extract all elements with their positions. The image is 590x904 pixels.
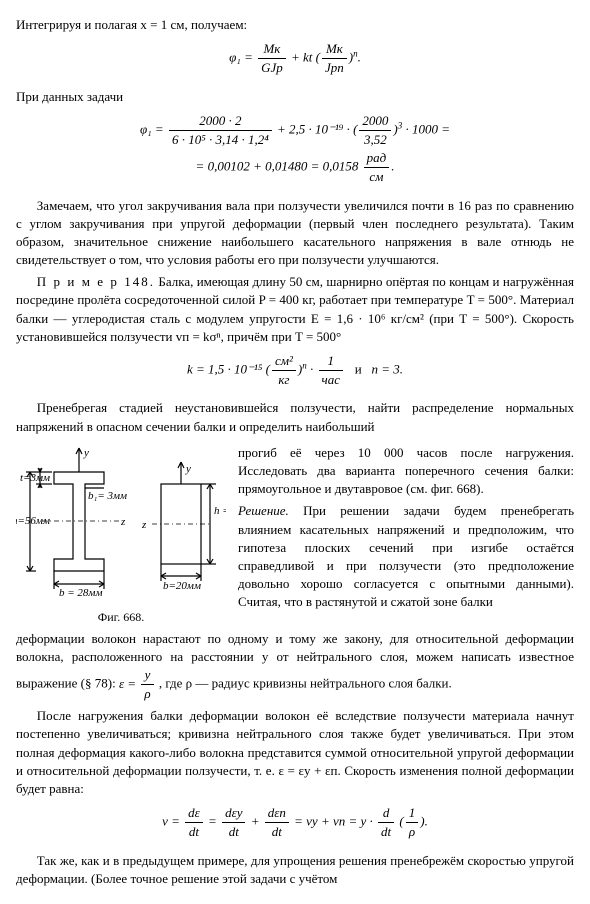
svg-text:y: y	[185, 463, 191, 475]
equation-phi1: φ₁ = MкGJp + kt (MкJpn)n.	[16, 40, 574, 77]
after-figure: деформации волокон нарастают по одному и…	[16, 630, 574, 704]
given-data-label: При данных задачи	[16, 88, 574, 106]
svg-text:b=20мм: b=20мм	[163, 580, 201, 592]
after-loading: После нагружения балки деформации волоко…	[16, 707, 574, 798]
right-col-2: Решение. При решении задачи будем пренеб…	[238, 502, 574, 611]
svg-text:y: y	[83, 447, 89, 459]
right-col-1: прогиб её через 10 000 часов после нагру…	[238, 444, 574, 499]
figure-caption: Фиг. 668.	[16, 609, 226, 626]
equation-phi1-numeric: φ₁ = 2000 · 26 · 10⁵ · 3,14 · 1,2⁴ + 2,5…	[16, 112, 574, 187]
equation-k: k = 1,5 · 10⁻¹⁵ (см²кг)n · 1час и n = 3.	[16, 352, 574, 389]
svg-text:h = 40мм: h = 40мм	[214, 505, 226, 517]
remark-paragraph: Замечаем, что угол закручивания вала при…	[16, 197, 574, 270]
svg-text:t=3мм: t=3мм	[20, 472, 50, 484]
intro-line: Интегрируя и полагая x = 1 см, получаем:	[16, 16, 574, 34]
example-label: П р и м е р 148.	[37, 274, 155, 289]
example-148: П р и м е р 148. Балка, имеющая длину 50…	[16, 273, 574, 346]
final-paragraph: Так же, как и в предыдущем примере, для …	[16, 852, 574, 888]
figure-668: y z t=3мм b₁= 3мм h=56мм	[16, 440, 226, 626]
equation-v: v = dεdt = dεydt + dεпdt = vy + vп = y ·…	[16, 804, 574, 841]
task-paragraph: Пренебрегая стадией неустановившейся пол…	[16, 399, 574, 435]
svg-text:h=56мм: h=56мм	[16, 515, 50, 527]
svg-text:z: z	[120, 516, 126, 528]
svg-text:b = 28мм: b = 28мм	[59, 587, 102, 599]
solution-label: Решение.	[238, 503, 289, 518]
svg-text:b₁= 3мм: b₁= 3мм	[88, 490, 127, 502]
svg-text:z: z	[141, 519, 147, 531]
